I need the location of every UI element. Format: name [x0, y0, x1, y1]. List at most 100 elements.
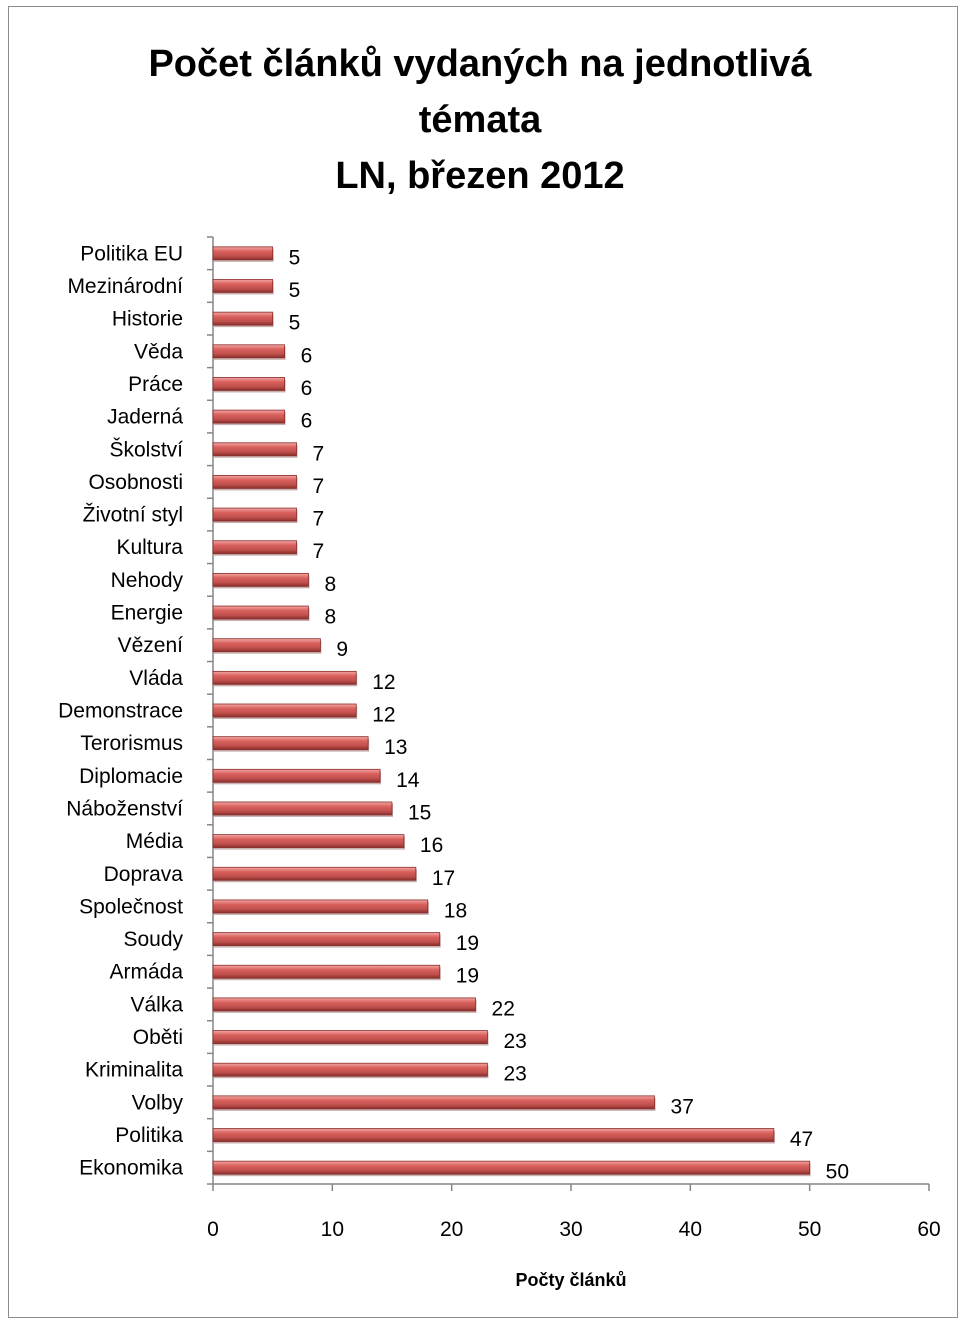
bar	[212, 899, 429, 914]
category-label: Mezinárodní	[67, 275, 183, 298]
category-label: Společnost	[79, 895, 183, 918]
data-label: 5	[289, 279, 301, 302]
bar	[212, 409, 285, 424]
bar	[212, 344, 285, 359]
category-label: Osobnosti	[88, 471, 183, 494]
bar	[212, 1030, 488, 1044]
bar	[212, 834, 405, 849]
category-label: Jaderná	[107, 406, 183, 429]
data-label: 8	[324, 606, 336, 629]
bar	[212, 246, 274, 261]
bar	[212, 670, 357, 685]
chart-title-line-2: témata	[418, 99, 542, 141]
data-label: 14	[396, 769, 420, 792]
category-label: Školství	[109, 438, 183, 461]
x-tick-label: 20	[440, 1218, 463, 1241]
data-label: 22	[492, 997, 515, 1020]
data-label: 18	[444, 899, 467, 922]
category-label: Nehody	[111, 569, 184, 592]
bars	[212, 246, 811, 1177]
chart-title-line-1: Počet článků vydaných na jednotlivá	[148, 43, 812, 85]
category-label: Životní styl	[83, 504, 183, 527]
category-label: Doprava	[104, 863, 184, 886]
chart-title-line-3: LN, březen 2012	[335, 155, 625, 197]
data-label: 8	[324, 573, 336, 596]
chart-title: Počet článků vydaných na jednotlivá téma…	[0, 36, 960, 204]
category-label: Demonstrace	[58, 700, 183, 723]
data-label: 23	[503, 1063, 526, 1086]
category-label: Ekonomika	[79, 1157, 183, 1180]
bar	[212, 507, 297, 522]
bar	[212, 442, 297, 457]
bar	[212, 964, 441, 979]
data-label: 5	[289, 246, 301, 269]
bar	[212, 736, 369, 751]
data-label: 7	[313, 508, 325, 531]
category-label: Soudy	[123, 928, 183, 951]
category-label: Volby	[132, 1091, 184, 1114]
bar	[212, 866, 417, 881]
bar	[212, 638, 321, 653]
data-label: 19	[456, 965, 479, 988]
x-tick-label: 40	[679, 1218, 702, 1241]
bar	[212, 279, 274, 293]
category-label: Vláda	[129, 667, 183, 690]
category-label: Válka	[130, 993, 183, 1016]
category-label: Náboženství	[66, 797, 183, 820]
x-tick-label: 60	[917, 1218, 940, 1241]
bar	[212, 377, 285, 391]
data-label: 37	[671, 1095, 694, 1118]
data-label: 12	[372, 704, 395, 727]
labels: 0 10 20 30 40 50 60 Politika EU 5 Mezinárodní 5 His…	[58, 242, 941, 1241]
x-tick-label: 10	[321, 1218, 344, 1241]
data-label: 6	[301, 344, 313, 367]
data-label: 5	[289, 312, 301, 335]
x-tick-label: 0	[207, 1218, 219, 1241]
bar	[212, 932, 441, 946]
category-label: Energie	[111, 602, 183, 625]
category-label: Armáda	[109, 961, 183, 984]
bar	[212, 1062, 488, 1077]
bar	[212, 997, 476, 1012]
data-label: 17	[432, 867, 455, 890]
bar	[212, 311, 274, 326]
x-axis-title: Počty článků	[515, 1270, 626, 1290]
data-label: 47	[790, 1128, 813, 1151]
data-label: 13	[384, 736, 407, 759]
category-label: Diplomacie	[79, 765, 183, 788]
data-label: 6	[301, 377, 313, 400]
category-label: Politika	[115, 1124, 183, 1147]
data-label: 7	[313, 442, 325, 465]
bar	[212, 475, 297, 489]
category-label: Média	[126, 830, 184, 853]
bar	[212, 605, 309, 620]
data-label: 7	[313, 475, 325, 498]
data-label: 23	[503, 1030, 526, 1053]
bar	[212, 540, 297, 555]
bar	[212, 1095, 655, 1110]
bar	[212, 1128, 775, 1142]
category-label: Kultura	[116, 536, 183, 559]
data-label: 6	[301, 410, 313, 433]
category-label: Historie	[112, 308, 183, 331]
bar	[212, 572, 309, 587]
data-label: 16	[420, 834, 443, 857]
category-label: Kriminalita	[85, 1059, 183, 1082]
data-label: 19	[456, 932, 479, 955]
bar	[212, 703, 357, 718]
data-label: 9	[336, 638, 348, 661]
category-label: Práce	[128, 373, 183, 396]
category-label: Politika EU	[80, 242, 183, 265]
bar	[212, 1160, 811, 1175]
data-label: 50	[826, 1161, 849, 1184]
category-label: Oběti	[133, 1026, 183, 1049]
bar	[212, 768, 381, 783]
category-label: Vězení	[118, 634, 184, 657]
data-label: 7	[313, 540, 325, 563]
bar	[212, 801, 393, 816]
category-label: Věda	[134, 340, 183, 363]
data-label: 15	[408, 801, 431, 824]
x-tick-label: 30	[559, 1218, 582, 1241]
data-label: 12	[372, 671, 395, 694]
